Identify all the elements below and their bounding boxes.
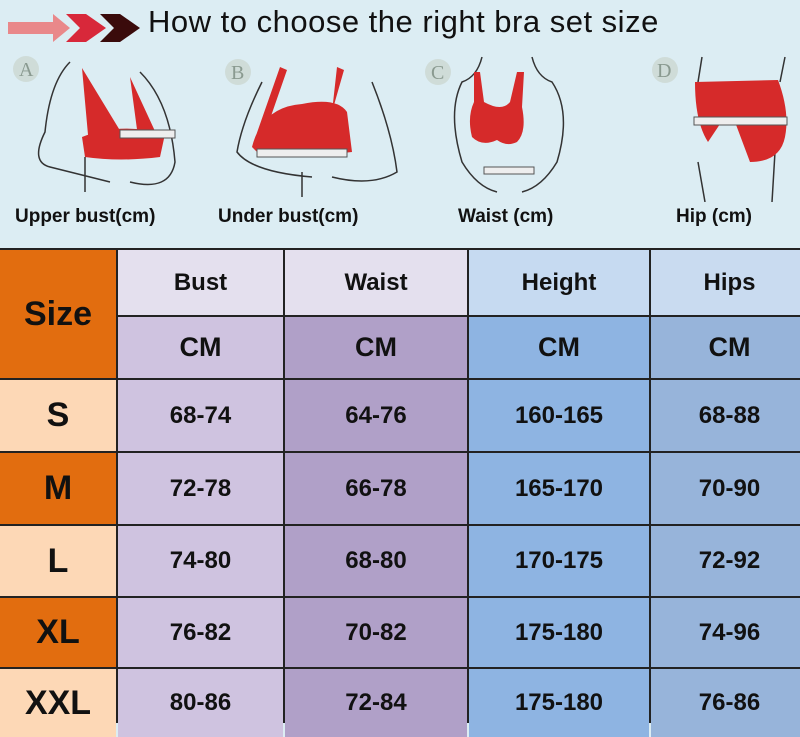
waist-value: 68-80	[285, 526, 467, 596]
unit-hips: CM	[651, 317, 800, 378]
waist-value: 72-84	[285, 669, 467, 737]
bust-value: 68-74	[118, 380, 283, 451]
size-label: L	[0, 526, 116, 596]
waist-value: 66-78	[285, 453, 467, 524]
hips-value: 68-88	[651, 380, 800, 451]
waist-illustration: C	[425, 56, 565, 193]
size-label: XXL	[0, 669, 116, 737]
size-header: Size	[0, 250, 116, 378]
upper-bust-label: Upper bust(cm)	[15, 206, 156, 227]
height-value: 165-170	[469, 453, 649, 524]
bust-value: 80-86	[118, 669, 283, 737]
size-label: S	[0, 380, 116, 451]
waist-value: 64-76	[285, 380, 467, 451]
waist-value: 70-82	[285, 598, 467, 667]
hips-value: 72-92	[651, 526, 800, 596]
svg-text:D: D	[657, 60, 671, 82]
svg-text:B: B	[231, 62, 244, 84]
bust-value: 76-82	[118, 598, 283, 667]
hips-value: 76-86	[651, 669, 800, 737]
height-value: 175-180	[469, 598, 649, 667]
upper-bust-illustration: A	[13, 56, 176, 192]
column-header-bust: Bust	[118, 250, 283, 315]
svg-text:C: C	[431, 62, 444, 84]
hips-value: 74-96	[651, 598, 800, 667]
unit-height: CM	[469, 317, 649, 378]
hip-illustration: D	[652, 56, 788, 202]
size-label: XL	[0, 598, 116, 667]
svg-text:A: A	[19, 59, 34, 81]
unit-waist: CM	[285, 317, 467, 378]
under-bust-label: Under bust(cm)	[218, 206, 359, 227]
size-label: M	[0, 453, 116, 524]
height-value: 170-175	[469, 526, 649, 596]
height-value: 175-180	[469, 669, 649, 737]
hips-value: 70-90	[651, 453, 800, 524]
bust-value: 74-80	[118, 526, 283, 596]
waist-label: Waist (cm)	[458, 206, 554, 227]
arrows-icon	[8, 14, 140, 42]
size-table: Size Bust Waist Height Hips CM CM CM CM …	[0, 248, 800, 737]
bust-value: 72-78	[118, 453, 283, 524]
height-value: 160-165	[469, 380, 649, 451]
under-bust-illustration: B	[225, 59, 398, 197]
page-title: How to choose the right bra set size	[148, 4, 659, 39]
unit-bust: CM	[118, 317, 283, 378]
column-header-hips: Hips	[651, 250, 800, 315]
column-header-waist: Waist	[285, 250, 467, 315]
column-header-height: Height	[469, 250, 649, 315]
hip-label: Hip (cm)	[676, 206, 752, 227]
